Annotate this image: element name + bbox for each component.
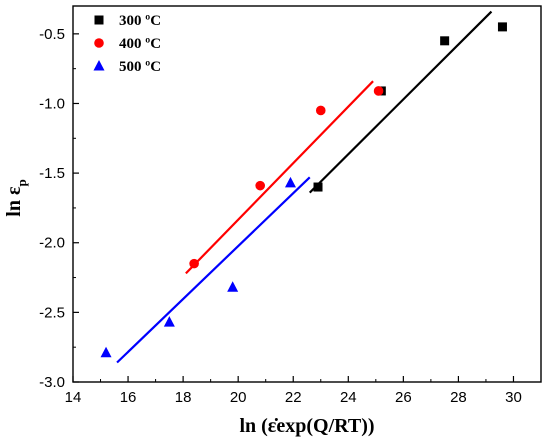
- data-point-500c: [284, 176, 296, 188]
- y-tick-label: -1.0: [39, 95, 65, 112]
- legend-marker-400c: [94, 38, 104, 48]
- x-tick-label: 24: [340, 389, 357, 406]
- data-point-300c: [497, 22, 507, 32]
- data-points: [100, 22, 507, 358]
- legend-marker-300c: [94, 15, 104, 25]
- data-point-500c: [227, 281, 239, 292]
- y-tick-label: -3.0: [39, 374, 65, 391]
- axis-ticks: [72, 33, 515, 383]
- legend-label-400c: 400 ºC: [119, 36, 161, 52]
- plot-area-frame: [72, 5, 542, 383]
- x-tick-label: 22: [285, 389, 302, 406]
- fit-line-300c: [308, 10, 493, 194]
- data-point-400c: [315, 105, 326, 116]
- data-point-400c: [373, 86, 384, 96]
- x-tick-label: 28: [450, 389, 467, 406]
- y-axis-title: ln εp: [3, 179, 29, 216]
- x-tick-label: 16: [120, 389, 137, 406]
- svg-text:ln εp: ln εp: [3, 179, 29, 216]
- y-tick-label: -0.5: [39, 26, 65, 43]
- y-axis-title-main: ln ε: [3, 186, 25, 217]
- legend-label-500c: 500 ºC: [119, 59, 161, 75]
- data-point-500c: [100, 346, 112, 358]
- legend-label-300c: 300 ºC: [119, 13, 161, 29]
- data-point-400c: [189, 258, 199, 269]
- legend-marker-500c: [93, 60, 105, 71]
- y-axis-title-subscript: p: [14, 179, 29, 186]
- x-tick-label: 26: [395, 389, 412, 406]
- x-axis-title: ln (ε̇exp(Q/RT)): [239, 415, 374, 437]
- data-point-300c: [313, 182, 323, 192]
- y-tick-label: -1.5: [39, 165, 65, 182]
- y-tick-label: -2.0: [39, 235, 65, 252]
- fit-line-500c: [116, 176, 311, 364]
- tick-labels: 14 16 18 20 22 24 26 28 30 -3.0 -2.5 -2.0 -1.5 -1.0 -0…: [39, 26, 522, 406]
- data-point-300c: [440, 36, 450, 46]
- legend: 300 ºC 400 ºC 500 ºC: [93, 13, 161, 75]
- data-point-500c: [163, 316, 175, 327]
- fit-line-400c: [185, 80, 374, 275]
- x-tick-label: 14: [65, 389, 82, 406]
- fit-lines: [116, 10, 493, 364]
- x-tick-label: 18: [175, 389, 192, 406]
- data-point-400c: [255, 180, 265, 191]
- x-tick-label: 30: [505, 389, 522, 406]
- y-tick-label: -2.5: [39, 304, 65, 321]
- x-tick-label: 20: [230, 389, 247, 406]
